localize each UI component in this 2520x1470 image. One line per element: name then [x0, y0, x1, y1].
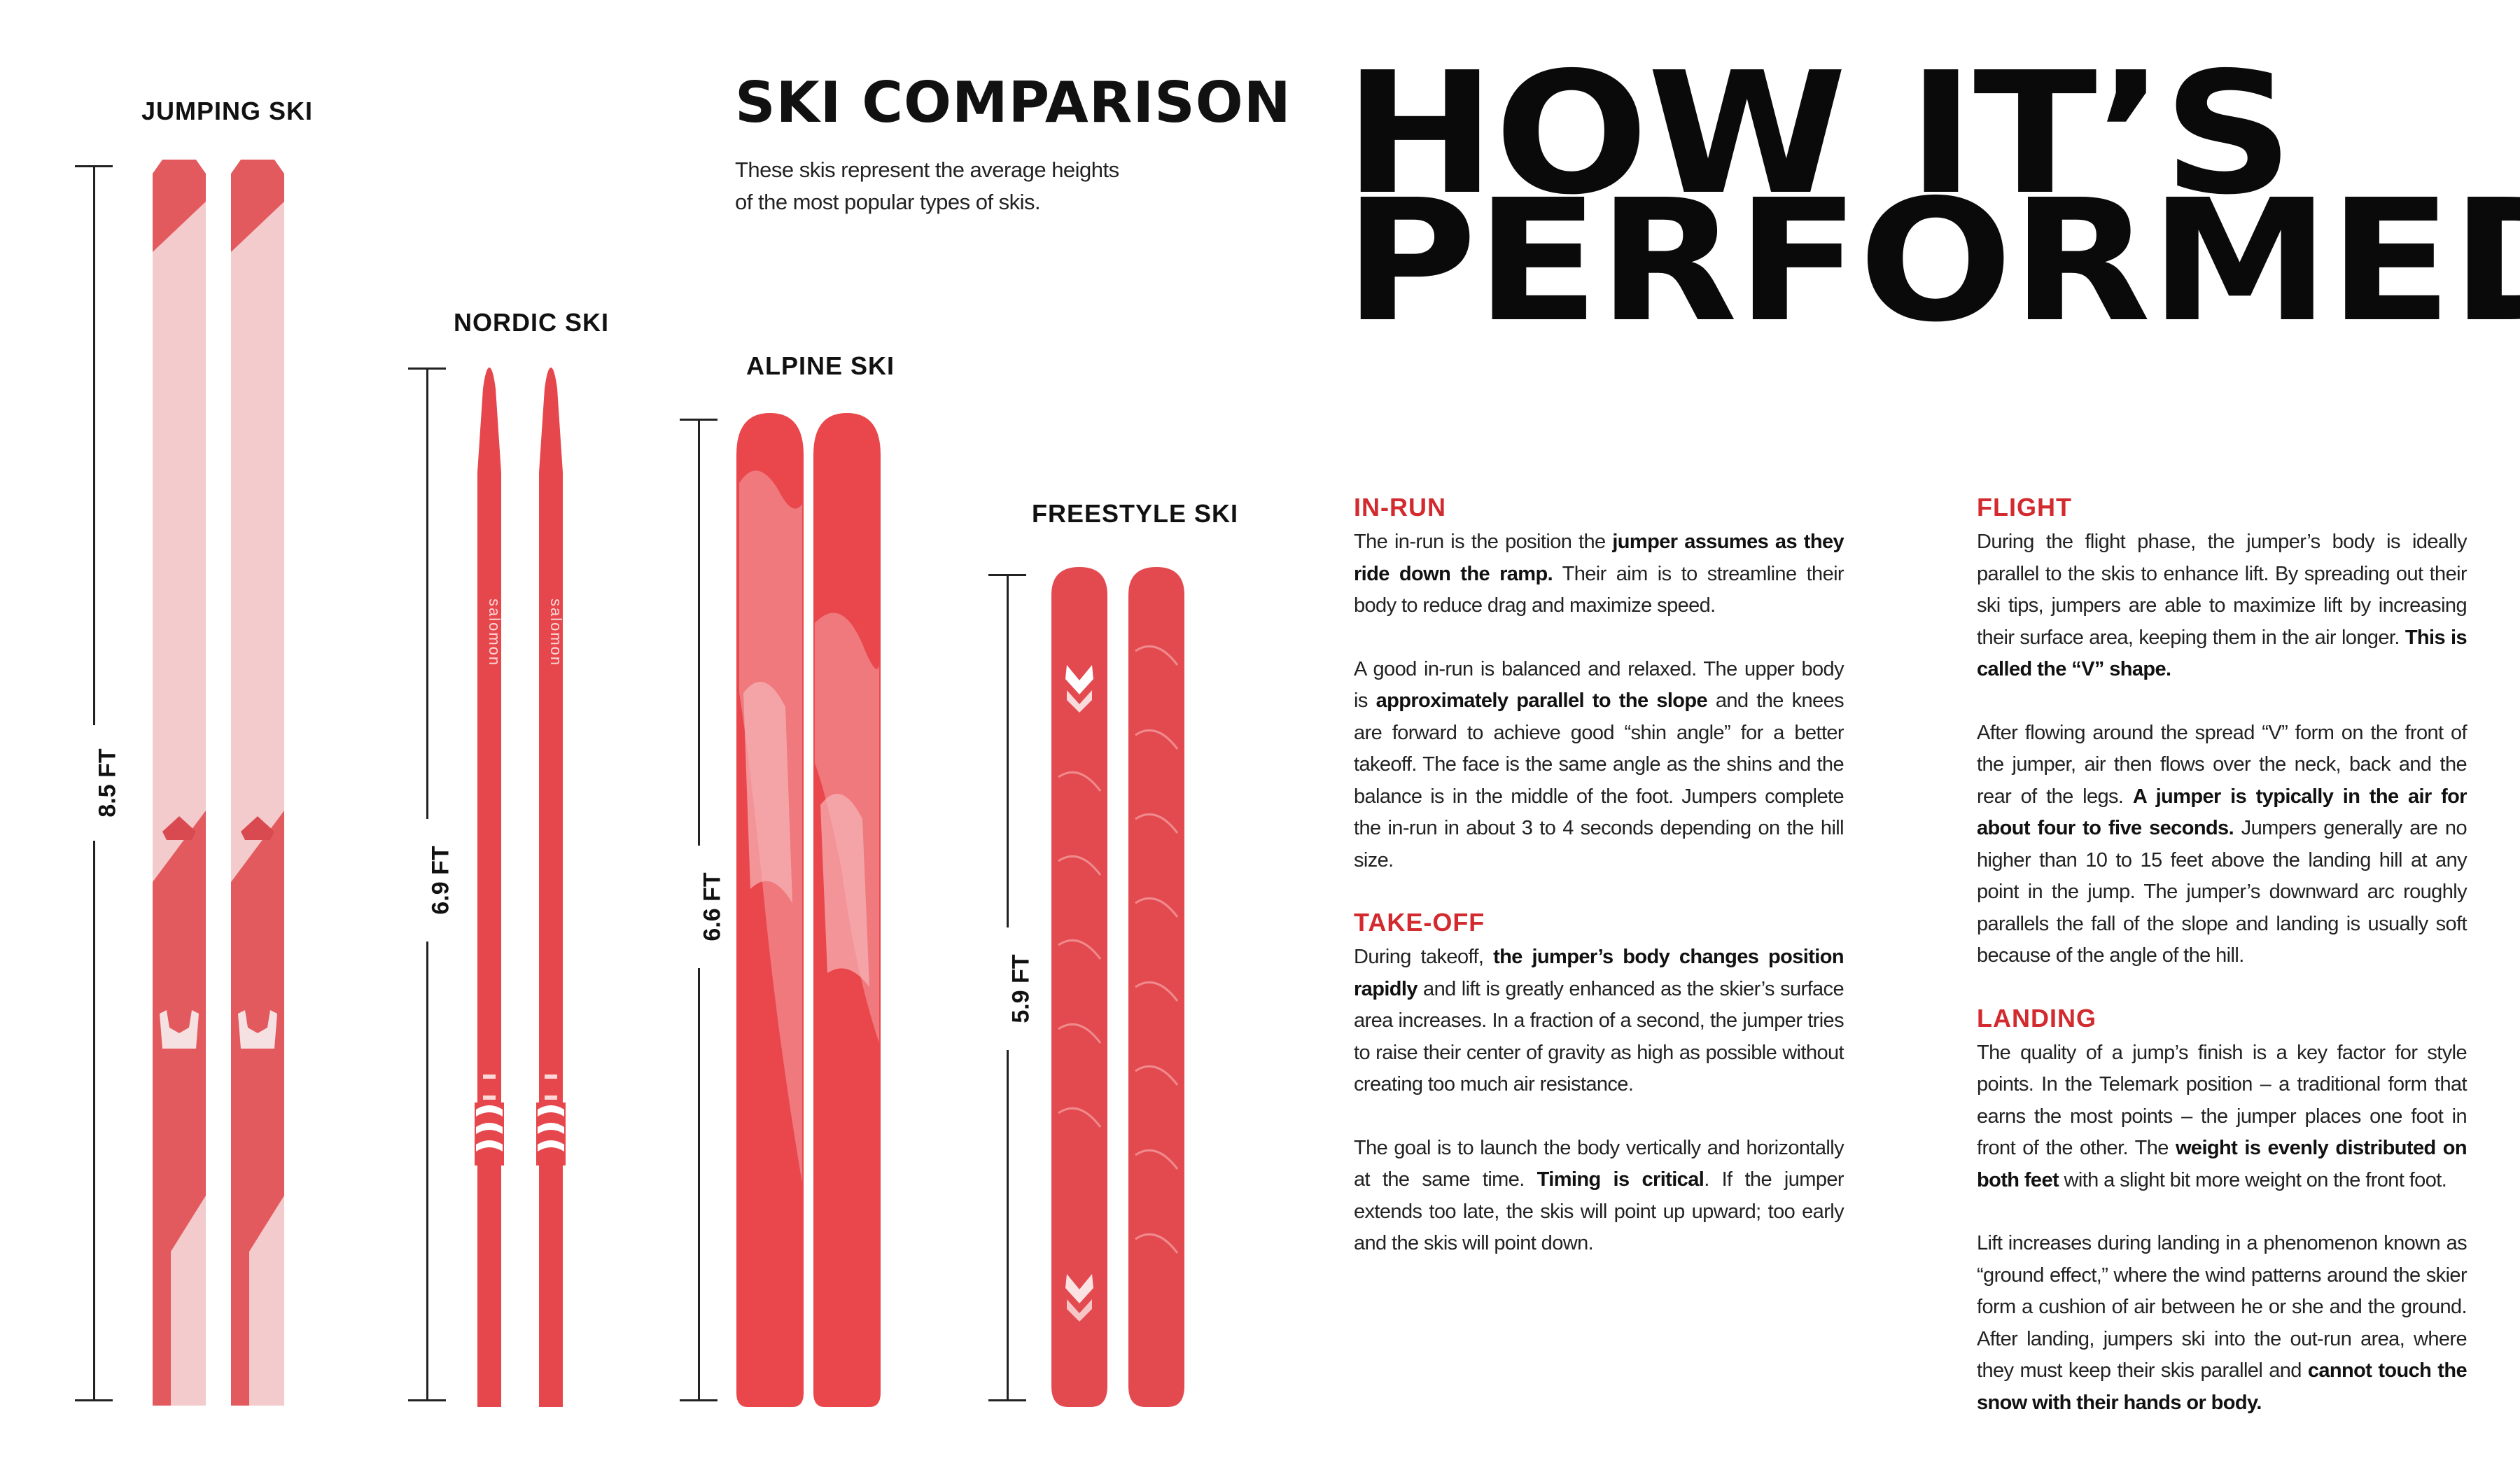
freestyle-ski-graphic — [1051, 567, 1184, 1407]
emphasis-run: This is called the “V” shape. — [1977, 626, 2468, 681]
text-run: A good in-run is balanced and relaxed. T… — [1354, 657, 1844, 713]
text-run: Their aim is to streamline their body to… — [1354, 562, 1844, 617]
takeoff-heading: TAKE-OFF — [1354, 908, 1485, 937]
text-run: and lift is greatly enhanced as the skie… — [1354, 977, 1844, 1096]
emphasis-run: A jumper is typically in the air for abo… — [1977, 785, 2468, 840]
text-run: After flowing around the spread “V” form… — [1977, 721, 2468, 808]
emphasis-run: the jumper’s body changes position rapid… — [1354, 946, 1844, 1000]
takeoff-paragraph-1: During takeoff, the jumper’s body change… — [1354, 941, 1844, 1101]
text-run: The goal is to launch the body verticall… — [1354, 1136, 1844, 1191]
column-inrun-takeoff: IN-RUN The in-run is the position the ju… — [1354, 493, 1844, 1292]
inrun-paragraph-2: A good in-run is balanced and relaxed. T… — [1354, 654, 1844, 877]
text-run: The in-run is the position the — [1354, 531, 1613, 553]
nordic-ski-height-marker: 6.9 FT — [408, 368, 454, 1401]
how-its-performed-title: HOW IT’S PERFORMED — [1344, 36, 2520, 359]
ski-comparison-subtitle: These skis represent the average heights… — [735, 158, 1119, 214]
text-run: . If the jumper extends too late, the sk… — [1354, 1168, 1844, 1254]
text-run: Jumpers generally are no higher than 10 … — [1977, 817, 2468, 967]
freestyle-ski-label: FREESTYLE SKI — [1032, 499, 1239, 528]
text-run: During takeoff, — [1354, 946, 1494, 968]
emphasis-run: Timing is critical — [1536, 1168, 1704, 1191]
flight-paragraph-2: After flowing around the spread “V” form… — [1977, 718, 2468, 972]
text-run: Lift increases during landing in a pheno… — [1977, 1232, 2468, 1382]
inrun-heading: IN-RUN — [1354, 493, 1446, 522]
landing-paragraph-2: Lift increases during landing in a pheno… — [1977, 1228, 2468, 1419]
column-flight-landing: FLIGHT During the flight phase, the jump… — [1977, 493, 2468, 1450]
jumping-ski-height: 8.5 FT — [94, 748, 121, 818]
flight-paragraph-1: During the flight phase, the jumper’s bo… — [1977, 526, 2468, 686]
emphasis-run: jumper assumes as they ride down the ram… — [1354, 531, 1844, 585]
flight-heading: FLIGHT — [1977, 493, 2072, 522]
nordic-ski-graphic: salomon salomon — [475, 368, 566, 1407]
jumping-ski-graphic — [153, 160, 284, 1406]
text-run: During the flight phase, the jumper’s bo… — [1977, 531, 2468, 649]
text-run: The quality of a jump’s finish is a key … — [1977, 1041, 2468, 1160]
ski-comparison-title: SKI COMPARISON — [735, 70, 1292, 135]
text-run: and the knees are forward to achieve goo… — [1354, 690, 1844, 872]
landing-paragraph-1: The quality of a jump’s finish is a key … — [1977, 1037, 2468, 1197]
freestyle-ski-height-marker: 5.9 FT — [988, 574, 1035, 1401]
emphasis-run: cannot touch the snow with their hands o… — [1977, 1359, 2468, 1414]
emphasis-run: approximately parallel to the slope — [1376, 690, 1708, 712]
jumping-ski-height-marker: 8.5 FT — [75, 165, 121, 1401]
emphasis-run: weight is evenly distributed on both fee… — [1977, 1137, 2468, 1191]
alpine-ski-label: ALPINE SKI — [746, 351, 895, 380]
text-run: with a slight bit more weight on the fro… — [2059, 1168, 2447, 1191]
landing-heading: LANDING — [1977, 1003, 2096, 1032]
alpine-ski-height-marker: 6.6 FT — [680, 419, 726, 1401]
svg-text:salomon: salomon — [486, 598, 503, 666]
takeoff-paragraph-2: The goal is to launch the body verticall… — [1354, 1133, 1844, 1260]
alpine-ski-graphic — [736, 413, 881, 1407]
inrun-paragraph-1: The in-run is the position the jumper as… — [1354, 526, 1844, 622]
jumping-ski-label: JUMPING SKI — [141, 97, 314, 125]
nordic-ski-label: NORDIC SKI — [454, 308, 610, 337]
svg-text:salomon: salomon — [547, 598, 565, 666]
